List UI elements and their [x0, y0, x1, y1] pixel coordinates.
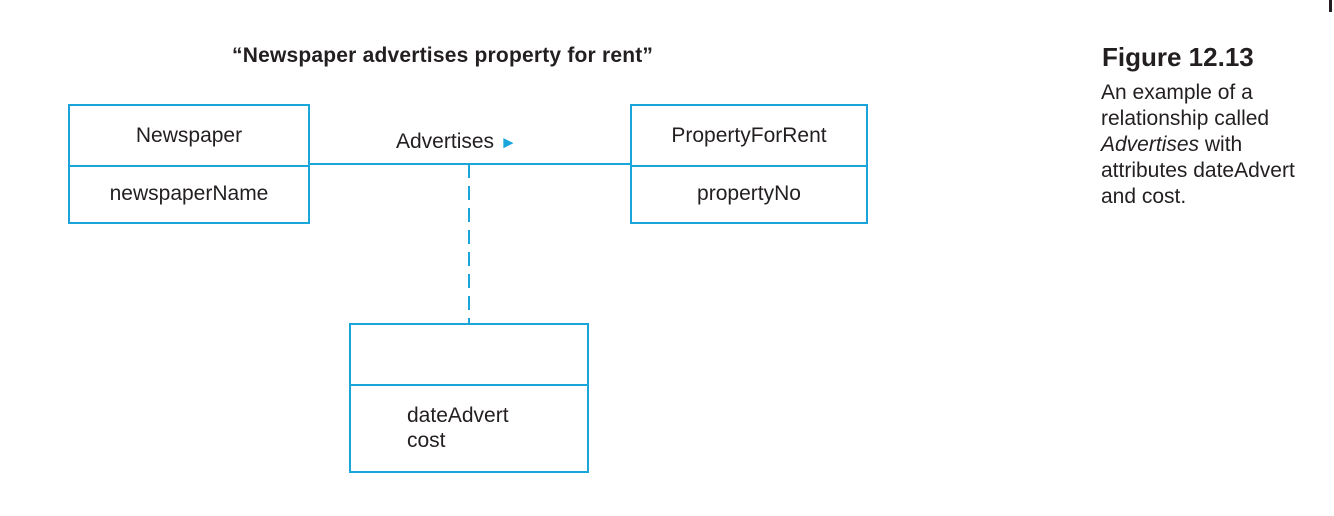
entity-newspaper: Newspaper newspaperName [68, 104, 310, 224]
entity-property-for-rent: PropertyForRent propertyNo [630, 104, 868, 224]
relationship-name: Advertises [396, 130, 495, 153]
entity-divider [351, 384, 587, 386]
entity-name: Newspaper [135, 124, 243, 147]
entity-divider [70, 165, 308, 167]
attribute-date-advert: dateAdvert [407, 404, 509, 427]
page-corner-mark [1329, 0, 1332, 12]
diagram-title: “Newspaper advertises property for rent” [232, 44, 654, 67]
entity-attribute: newspaperName [109, 182, 269, 205]
association-class-name [351, 325, 587, 385]
caption-text: An example of a relationship called [1101, 81, 1270, 130]
figure-caption: An example of a relationship called Adve… [1101, 80, 1331, 210]
figure-label: Figure 12.13 [1102, 42, 1254, 72]
direction-arrow-icon: ► [500, 133, 517, 152]
attribute-cost: cost [407, 429, 446, 452]
caption-text-end: with attributes dateAdvert and cost. [1101, 133, 1295, 208]
entity-attribute: propertyNo [697, 182, 801, 205]
association-class: dateAdvert cost [349, 323, 589, 473]
relationship-label: Advertises ► [396, 130, 517, 154]
entity-divider [632, 165, 866, 167]
entity-name: PropertyForRent [671, 124, 827, 147]
caption-italic-term: Advertises [1101, 133, 1200, 156]
association-attributes: dateAdvert cost [351, 385, 587, 471]
